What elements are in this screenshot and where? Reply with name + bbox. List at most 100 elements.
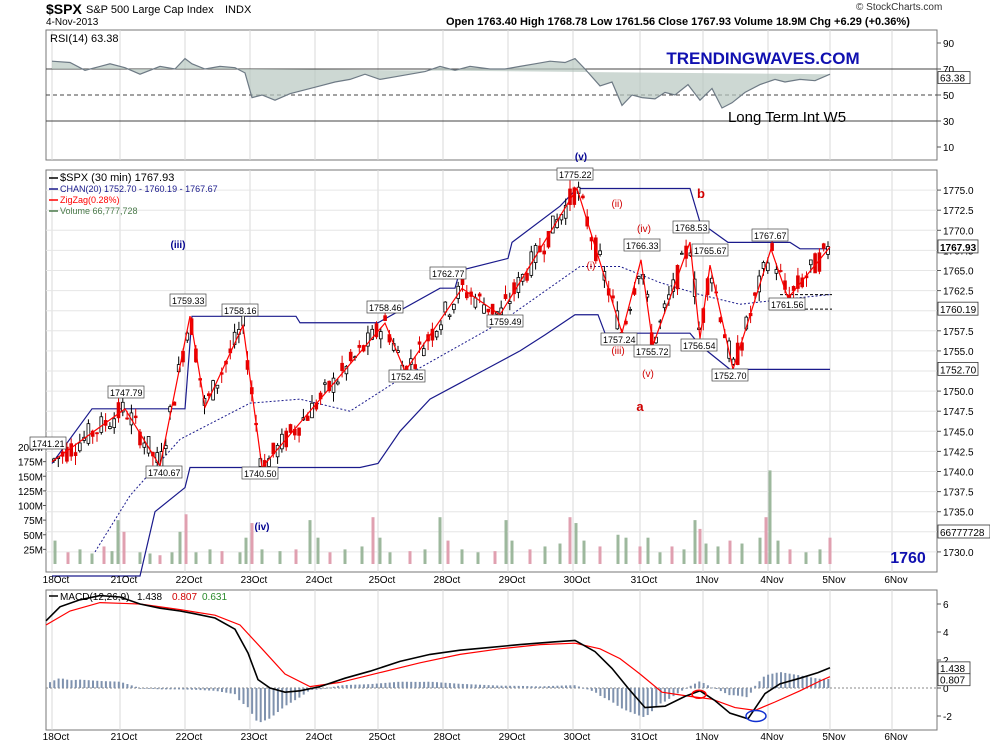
x-axis-label-bottom: 21Oct xyxy=(111,732,138,743)
price-label: 1740.50 xyxy=(244,469,277,479)
candle-body xyxy=(778,270,783,272)
volume-bar xyxy=(624,537,628,564)
macd-histogram-bar xyxy=(199,688,202,691)
macd-signal-value: 0.807 xyxy=(172,592,197,603)
watermark: TRENDINGWAVES.COM xyxy=(666,49,859,68)
macd-histogram-bar xyxy=(410,681,413,688)
volume-tick-label: 175M xyxy=(18,458,43,469)
macd-histogram-bar xyxy=(79,679,82,688)
macd-histogram-bar xyxy=(178,688,180,690)
volume-bar xyxy=(278,551,282,564)
candle-body xyxy=(78,442,82,452)
macd-histogram-bar xyxy=(513,685,516,688)
wave-label: (ii) xyxy=(611,199,622,210)
candle-body xyxy=(452,303,456,310)
rsi-tick-label: 70 xyxy=(943,65,955,76)
volume-bar xyxy=(768,470,772,564)
volume-bar xyxy=(568,517,572,564)
volume-bar xyxy=(423,549,427,564)
volume-bar xyxy=(238,552,242,564)
macd-histogram-bar xyxy=(823,678,825,688)
macd-histogram-bar xyxy=(216,688,219,692)
candle-body xyxy=(817,252,822,272)
macd-histogram-bar xyxy=(719,688,722,692)
candle-body xyxy=(370,328,374,340)
macd-histogram-bar xyxy=(169,688,172,690)
candle-body xyxy=(542,250,546,255)
macd-histogram-bar xyxy=(315,688,318,690)
candle-body xyxy=(297,427,301,436)
macd-histogram-bar xyxy=(130,685,133,688)
price-label: 1758.46 xyxy=(369,303,402,313)
price-label: 1755.72 xyxy=(636,347,669,357)
macd-tag: 0.807 xyxy=(940,676,965,687)
candle-body xyxy=(374,323,379,338)
macd-histogram-bar xyxy=(487,685,490,688)
volume-bar xyxy=(740,543,744,564)
macd-histogram-bar xyxy=(208,688,211,691)
price-label-box xyxy=(241,466,279,480)
symbol: $SPX xyxy=(46,1,82,17)
macd-crossover-marker-blue xyxy=(745,709,767,723)
rsi-tick-label: 10 xyxy=(943,143,955,154)
macd-histogram-bar xyxy=(547,686,550,688)
macd-histogram-bar xyxy=(53,680,56,688)
macd-histogram-bar xyxy=(737,688,739,696)
macd-histogram-bar xyxy=(771,673,774,688)
volume-bar xyxy=(682,549,686,564)
macd-histogram-bar xyxy=(818,678,821,688)
macd-histogram-bar xyxy=(608,688,610,701)
volume-bar xyxy=(828,537,832,564)
price-tick-label: 1730.0 xyxy=(943,548,974,559)
volume-bar xyxy=(53,540,57,564)
macd-histogram-bar xyxy=(745,688,748,698)
legend-entry: Volume 66,777,728 xyxy=(60,206,138,216)
macd-histogram-bar xyxy=(461,683,464,688)
volume-tick-label: 25M xyxy=(24,545,43,556)
x-axis-label: 1Nov xyxy=(695,575,718,586)
macd-histogram-bar xyxy=(741,688,744,697)
macd-histogram-bar xyxy=(117,681,120,688)
macd-tag-box xyxy=(937,673,971,687)
x-axis-label: 5Nov xyxy=(822,575,845,586)
macd-histogram-bar xyxy=(440,682,443,688)
candle-body xyxy=(611,295,615,299)
macd-histogram-bar xyxy=(289,688,292,703)
macd-histogram-bar xyxy=(139,688,142,689)
price-label: 1759.33 xyxy=(172,296,205,306)
volume-bar xyxy=(510,540,514,564)
volume-bar xyxy=(178,531,182,564)
candle-body xyxy=(662,303,667,309)
macd-line xyxy=(45,594,831,720)
price-tick-label: 1742.5 xyxy=(943,447,974,458)
volume-bar xyxy=(582,540,586,564)
legend-entry: ZigZag(0.28%) xyxy=(60,195,120,205)
macd-histogram-bar xyxy=(74,679,77,688)
macd-histogram-bar xyxy=(767,674,770,688)
x-axis-label-bottom: 29Oct xyxy=(499,732,526,743)
macd-histogram-bar xyxy=(724,688,727,694)
volume-bar xyxy=(316,537,320,564)
price-label-box xyxy=(751,228,789,242)
macd-histogram-bar xyxy=(276,688,279,712)
macd-histogram-bar xyxy=(586,688,589,690)
rsi-tick-label: 90 xyxy=(943,39,955,50)
price-label: 1740.67 xyxy=(148,468,181,478)
macd-histogram-bar xyxy=(341,685,344,688)
candle-body xyxy=(766,262,770,272)
macd-histogram-bar xyxy=(633,688,636,714)
price-tag: 1767.93 xyxy=(940,243,977,254)
macd-histogram-bar xyxy=(298,688,301,698)
macd-histogram-bar xyxy=(448,683,451,688)
macd-histogram-bar xyxy=(109,681,112,688)
macd-histogram-bar xyxy=(539,686,542,688)
candle-body xyxy=(598,250,602,256)
macd-histogram-bar xyxy=(49,682,51,688)
volume-bar xyxy=(170,552,174,564)
macd-histogram-bar xyxy=(126,684,129,688)
volume-bar xyxy=(194,552,198,564)
volume-bar xyxy=(122,531,126,564)
volume-bar xyxy=(328,552,332,564)
x-axis-label-bottom: 4Nov xyxy=(760,732,783,743)
volume-bar xyxy=(693,520,697,564)
